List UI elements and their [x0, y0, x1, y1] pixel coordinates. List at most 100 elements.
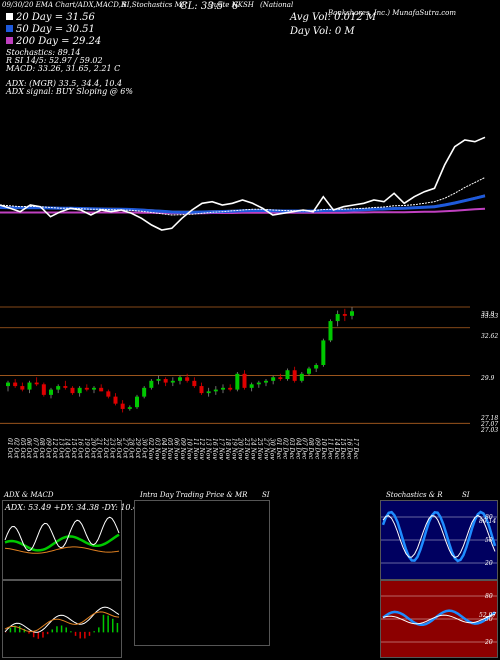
candle-body — [170, 380, 175, 383]
date-label: 09 Oct — [44, 438, 51, 459]
candle — [142, 386, 147, 399]
candle-body — [292, 370, 297, 381]
candle — [13, 379, 18, 388]
candle — [307, 366, 311, 376]
header-close: CL: 33.5 — [180, 1, 224, 12]
date-label: 30 Nov — [269, 438, 276, 460]
candle-body — [206, 391, 211, 394]
candle-body — [41, 384, 46, 395]
candle — [178, 375, 182, 385]
macd-bar — [93, 631, 95, 633]
candle — [342, 308, 347, 322]
stoch-panel-si: SI — [462, 491, 470, 499]
date-label: 01 Oct — [6, 438, 13, 459]
macd-bar — [37, 631, 40, 639]
candle — [321, 338, 326, 367]
candle — [335, 310, 340, 327]
rsi-level-20: 20 — [484, 639, 493, 646]
date-label: 17 Dec — [352, 438, 359, 460]
macd-bar — [98, 627, 100, 633]
candle — [56, 384, 61, 394]
candle-body — [13, 382, 18, 387]
date-label: 02 Oct — [12, 438, 19, 459]
macd-lines — [4, 606, 120, 639]
dma20-label: 20 Day = 31.56 — [6, 12, 95, 23]
candle-body — [156, 379, 161, 381]
intraday-panel-si: SI — [262, 491, 270, 499]
candle — [99, 384, 104, 392]
candle — [170, 377, 175, 387]
date-label: 28 Oct — [128, 437, 135, 459]
candle — [278, 373, 283, 381]
candle-body — [27, 382, 32, 390]
candle-body — [34, 382, 39, 385]
candle-body — [163, 379, 168, 383]
candle — [271, 375, 276, 385]
date-label: 09 Dec — [314, 438, 321, 460]
date-label: 30 Oct — [141, 438, 148, 459]
date-label: 29 Oct — [134, 437, 141, 459]
avg-volume: Avg Vol: 0.012 M — [290, 12, 377, 23]
candle-body — [135, 396, 139, 408]
date-label: 02 Dec — [282, 438, 289, 460]
candle — [256, 380, 261, 388]
candle-body — [350, 311, 354, 316]
candle — [6, 380, 10, 392]
candle — [156, 375, 161, 385]
rsi-lines: 80 50 20 52.97 — [381, 593, 497, 646]
stochastics-panel: 80 50 20 89.14 — [380, 500, 498, 580]
date-label: 27 Nov — [262, 437, 269, 460]
candle-body — [178, 377, 182, 381]
price-axis-label: 27.18 — [480, 415, 498, 422]
candle-body — [92, 387, 96, 390]
candle-layer — [6, 307, 354, 413]
candle-body — [235, 373, 240, 390]
date-label: 16 Nov — [211, 438, 218, 460]
header-left: 09/30/20 EMA Chart/ADX,MACD,R — [2, 1, 127, 9]
candle-body — [20, 386, 25, 390]
date-label: 20 Nov — [237, 437, 244, 460]
adx-value: ADX: (MGR) 33.5, 34.4, 10.4 — [6, 79, 123, 88]
macd-bar — [46, 631, 49, 635]
candle-body — [106, 391, 111, 397]
date-label: 13 Nov — [205, 438, 212, 460]
date-axis-layer: 01 Oct 02 Oct 05 Oct 06 Oct 07 Oct 08 Oct 09 O… — [6, 437, 359, 460]
stoch-lines: 80 50 20 89.14 — [381, 510, 497, 567]
date-label: 07 Oct — [32, 438, 39, 459]
dma200-swatch — [6, 37, 13, 44]
candle-body — [6, 382, 10, 387]
candle-body — [213, 389, 218, 392]
date-label: 10 Nov — [185, 438, 192, 460]
header-mid: SI,Stochastics MR — [122, 1, 188, 9]
ema-layer — [0, 136, 486, 231]
date-label: 08 Dec — [307, 438, 314, 460]
adx-panel: ADX: 53.49 +DY: 34.38 -DY: 10.42 — [2, 500, 143, 580]
price-axis-label: 29.9 — [480, 375, 495, 382]
candle-body — [328, 321, 333, 341]
macd-bar — [60, 625, 63, 633]
candle — [221, 384, 225, 394]
candle-body — [314, 365, 319, 369]
macd-bar — [9, 627, 12, 633]
header-quote: Quote NKSH — [208, 1, 254, 9]
candle — [350, 307, 354, 320]
date-label: 19 Nov — [230, 438, 237, 460]
date-label: 10 Dec — [320, 438, 327, 460]
macd-panel — [2, 580, 122, 658]
dma50-label: 50 Day = 30.51 — [6, 24, 95, 35]
candle-body — [299, 373, 304, 381]
candle — [235, 372, 240, 392]
candle — [199, 382, 204, 395]
adx-panel-title: ADX & MACD — [4, 491, 54, 499]
candle — [120, 400, 125, 413]
macd-bar — [116, 622, 119, 633]
date-label: 23 Nov — [243, 437, 250, 460]
date-label: 11 Nov — [192, 438, 199, 460]
price-axis-label: 33.8 — [481, 311, 495, 318]
candle — [328, 319, 333, 343]
level-layer — [0, 306, 470, 424]
candle-body — [278, 377, 283, 380]
candle — [63, 380, 68, 390]
date-label: 22 Oct — [102, 437, 109, 459]
